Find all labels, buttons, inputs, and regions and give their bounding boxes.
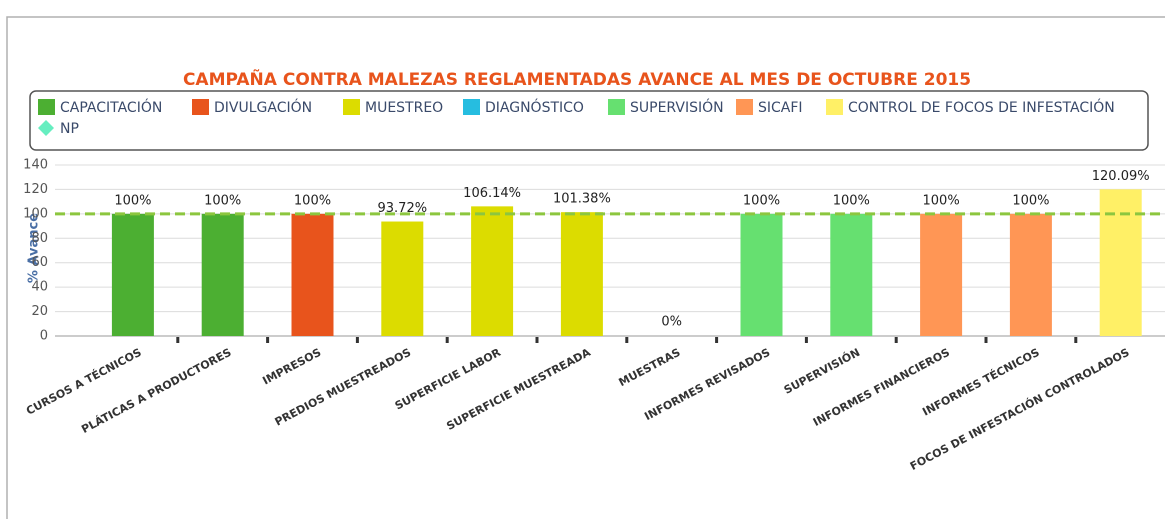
data-label: 120.09% [1092,169,1150,184]
bar [1009,213,1052,336]
bar [920,213,963,336]
legend-label: CAPACITACIÓN [60,98,162,116]
x-tick-label: SUPERVISIÓN [782,346,862,397]
bar [830,213,873,336]
data-label: 93.72% [378,201,428,216]
data-label: 100% [114,193,151,208]
bar [560,212,603,336]
legend-swatch [38,99,55,115]
legend-label: CONTROL DE FOCOS DE INFESTACIÓN [848,98,1115,116]
bar [201,213,244,336]
y-tick-label: 60 [31,255,48,270]
x-tick-label: MUESTRAS [617,346,683,389]
y-tick-label: 120 [23,182,48,197]
bar [381,221,424,336]
legend-swatch [608,99,625,115]
legend-label: DIVULGACIÓN [214,98,312,116]
data-label: 100% [1012,193,1049,208]
y-tick-label: 80 [31,231,48,246]
bar [1099,189,1142,336]
legend-label: NP [60,121,79,137]
y-tick-label: 40 [31,280,48,295]
y-tick-label: 100 [23,206,48,221]
data-label: 100% [743,193,780,208]
x-tick-label: IMPRESOS [260,346,323,388]
data-label: 100% [204,193,241,208]
x-tick-label: PLÁTICAS A PRODUCTORES [79,346,233,436]
data-label: 100% [833,193,870,208]
legend-marker [38,120,54,136]
y-tick-label: 140 [23,158,48,173]
legend-label: SICAFI [758,100,803,116]
y-tick-label: 0 [40,329,48,344]
legend-swatch [826,99,843,115]
legend-swatch [463,99,480,115]
data-label: 0% [661,315,682,330]
bar [291,213,334,336]
chart-title: CAMPAÑA CONTRA MALEZAS REGLAMENTADAS AVA… [183,67,971,90]
bar [471,206,514,336]
data-label: 101.38% [553,192,611,207]
legend-label: MUESTREO [365,100,443,116]
data-label: 100% [923,193,960,208]
bar [740,213,783,336]
y-axis-label: % Avance [27,213,42,283]
legend-label: DIAGNÓSTICO [485,98,584,116]
legend-swatch [343,99,360,115]
bar [111,213,154,336]
legend-swatch [192,99,209,115]
data-label: 100% [294,193,331,208]
legend-label: SUPERVISIÓN [630,98,724,116]
legend-box [29,90,1149,151]
data-label: 106.14% [463,186,521,201]
legend-swatch [736,99,753,115]
frame [6,16,1165,519]
x-tick-label: SUPERFICIE MUESTREADA [444,346,593,433]
y-tick-label: 20 [31,304,48,319]
